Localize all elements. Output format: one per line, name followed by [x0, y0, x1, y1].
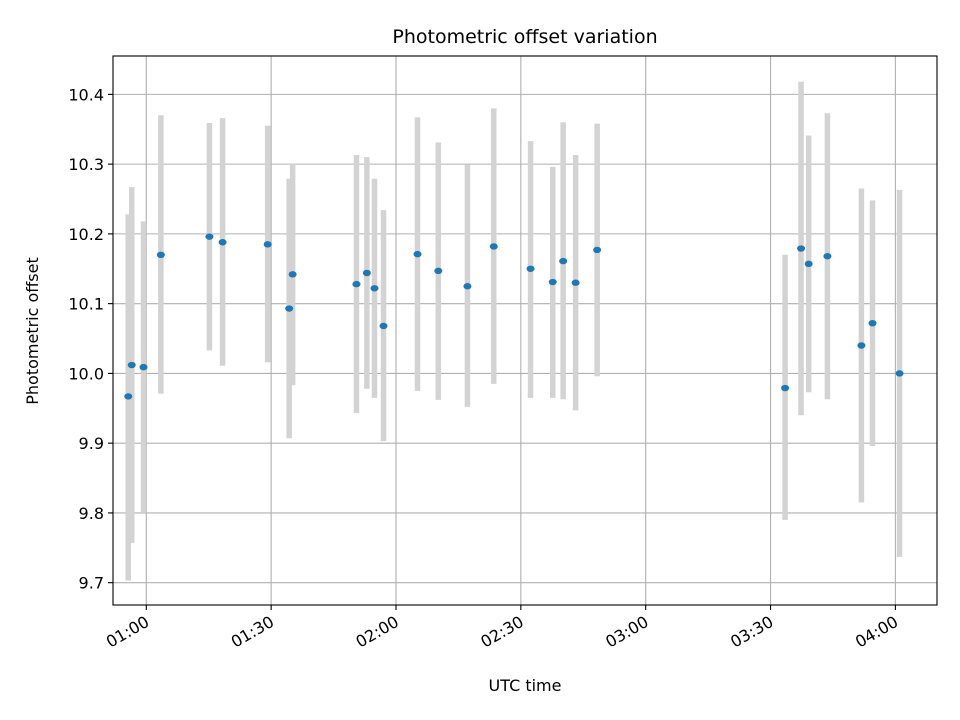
data-point: [218, 239, 227, 246]
data-point: [559, 257, 568, 265]
data-point: [868, 319, 877, 327]
data-point: [823, 253, 832, 260]
data-point: [804, 260, 813, 268]
y-tick-label: 10.2: [68, 225, 104, 244]
data-point: [352, 280, 361, 288]
data-point: [379, 322, 388, 330]
data-point: [526, 265, 535, 272]
data-point: [370, 285, 379, 292]
y-tick-label: 9.8: [79, 504, 104, 523]
data-point: [413, 250, 422, 258]
data-point: [139, 363, 148, 371]
y-axis-ticks: 9.7 9.8 9.9 10.0 10.1 10.2 10.3 10.4: [68, 85, 113, 593]
y-tick-label: 10.0: [68, 364, 104, 383]
chart-title: Photometric offset variation: [392, 26, 657, 48]
plot-frame: [112, 55, 938, 606]
data-point: [285, 305, 294, 312]
data-points: [124, 233, 904, 400]
data-point: [489, 243, 498, 250]
data-point: [362, 269, 371, 277]
data-point: [127, 361, 136, 369]
data-point: [263, 241, 272, 248]
data-point: [593, 246, 602, 254]
y-tick-label: 10.3: [68, 155, 104, 174]
y-tick-label: 10.1: [68, 295, 104, 314]
data-point: [571, 279, 580, 286]
y-tick-label: 9.7: [79, 574, 104, 593]
data-point: [124, 393, 133, 400]
data-point: [463, 283, 472, 290]
data-point: [895, 370, 904, 377]
data-point: [205, 233, 214, 240]
data-point: [781, 384, 790, 392]
y-axis-title: Photometric offset: [23, 257, 42, 405]
y-tick-label: 9.9: [79, 434, 104, 453]
y-tick-label: 10.4: [68, 85, 104, 104]
data-point: [434, 267, 443, 275]
x-axis-title: UTC time: [489, 676, 562, 695]
data-point: [797, 245, 806, 252]
data-point: [857, 342, 866, 349]
data-point: [156, 251, 165, 259]
data-point: [548, 278, 557, 286]
data-point: [288, 271, 297, 278]
